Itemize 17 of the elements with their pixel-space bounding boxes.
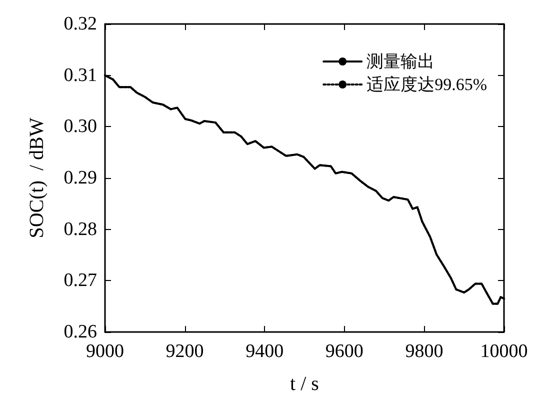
x-tick-label: 9600 [325, 341, 364, 362]
x-tick-label: 10000 [480, 341, 528, 362]
x-tick-label: 9000 [86, 341, 124, 362]
x-tick-label: 9800 [405, 341, 444, 362]
x-axis-title: t / s [290, 373, 320, 395]
y-tick-label: 0.32 [64, 14, 97, 34]
y-tick-label: 0.28 [64, 218, 97, 240]
x-tick-label: 9200 [166, 341, 204, 362]
y-tick-label: 0.27 [64, 270, 97, 292]
x-tick-label: 9400 [246, 341, 284, 362]
y-tick-label: 0.31 [64, 64, 97, 86]
y-tick-label: 0.30 [64, 116, 97, 138]
y-tick-label: 0.29 [64, 168, 97, 188]
y-axis-title: SOC(t) / dBW [26, 118, 48, 238]
y-tick-label: 0.26 [64, 322, 97, 342]
legend-label: 测量输出 [366, 52, 435, 71]
legend-label: 适应度达99.65% [366, 75, 488, 94]
